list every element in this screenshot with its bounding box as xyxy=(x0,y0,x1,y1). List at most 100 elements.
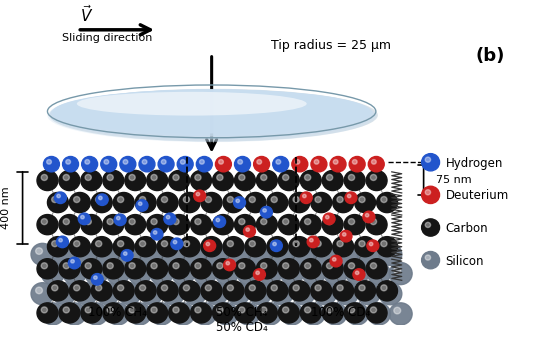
Circle shape xyxy=(91,192,112,213)
Text: Hydrogen: Hydrogen xyxy=(446,157,503,170)
Circle shape xyxy=(139,156,155,172)
Circle shape xyxy=(377,237,398,257)
Circle shape xyxy=(128,303,151,325)
Circle shape xyxy=(305,174,311,180)
Circle shape xyxy=(118,241,124,247)
Circle shape xyxy=(81,215,84,219)
Circle shape xyxy=(125,170,146,191)
Circle shape xyxy=(280,263,304,285)
Circle shape xyxy=(344,215,365,235)
Circle shape xyxy=(166,215,170,219)
Circle shape xyxy=(91,281,112,301)
Circle shape xyxy=(355,281,376,301)
Circle shape xyxy=(153,231,157,234)
Circle shape xyxy=(370,263,377,269)
Circle shape xyxy=(365,214,369,217)
Circle shape xyxy=(161,196,168,202)
Circle shape xyxy=(322,303,343,323)
Circle shape xyxy=(273,242,276,246)
Circle shape xyxy=(103,215,124,235)
Circle shape xyxy=(139,196,146,202)
Circle shape xyxy=(333,192,354,213)
Circle shape xyxy=(169,259,190,279)
Ellipse shape xyxy=(50,89,378,142)
Circle shape xyxy=(161,241,168,247)
Circle shape xyxy=(179,281,200,301)
Circle shape xyxy=(81,303,102,323)
Circle shape xyxy=(180,160,185,164)
Circle shape xyxy=(129,174,135,180)
Circle shape xyxy=(366,303,387,323)
Circle shape xyxy=(91,237,112,257)
Circle shape xyxy=(85,219,91,225)
Circle shape xyxy=(129,219,135,225)
Circle shape xyxy=(198,267,205,273)
Circle shape xyxy=(254,269,266,280)
Circle shape xyxy=(133,267,140,273)
Circle shape xyxy=(205,241,212,247)
Circle shape xyxy=(63,303,86,325)
Circle shape xyxy=(98,196,102,200)
Circle shape xyxy=(101,248,108,255)
Circle shape xyxy=(355,271,359,274)
Circle shape xyxy=(216,218,219,222)
Circle shape xyxy=(215,263,238,285)
Circle shape xyxy=(330,255,342,267)
Circle shape xyxy=(191,170,212,191)
Circle shape xyxy=(271,240,282,251)
Circle shape xyxy=(261,263,267,269)
Circle shape xyxy=(249,285,255,291)
Circle shape xyxy=(422,251,439,269)
Circle shape xyxy=(239,307,245,313)
Circle shape xyxy=(118,243,141,265)
Circle shape xyxy=(31,243,54,265)
Circle shape xyxy=(59,238,62,242)
Circle shape xyxy=(261,219,267,225)
Circle shape xyxy=(155,307,162,314)
Circle shape xyxy=(68,267,74,273)
Circle shape xyxy=(314,160,319,164)
Circle shape xyxy=(323,213,335,225)
Circle shape xyxy=(74,243,97,265)
Circle shape xyxy=(85,263,108,285)
Circle shape xyxy=(151,228,163,240)
Circle shape xyxy=(256,259,277,279)
Circle shape xyxy=(348,263,355,269)
Circle shape xyxy=(300,303,321,323)
Circle shape xyxy=(394,267,401,273)
Circle shape xyxy=(368,156,384,172)
Circle shape xyxy=(123,248,129,255)
Circle shape xyxy=(333,237,354,257)
Circle shape xyxy=(103,170,124,191)
Circle shape xyxy=(217,307,223,313)
Circle shape xyxy=(128,263,151,285)
Circle shape xyxy=(74,241,80,247)
Circle shape xyxy=(346,303,368,325)
Circle shape xyxy=(283,263,289,269)
Circle shape xyxy=(63,156,79,172)
Circle shape xyxy=(139,202,142,206)
Circle shape xyxy=(363,211,375,223)
Circle shape xyxy=(195,219,201,225)
Circle shape xyxy=(249,283,271,305)
Circle shape xyxy=(244,225,255,237)
Circle shape xyxy=(249,243,271,265)
Circle shape xyxy=(123,287,129,294)
Ellipse shape xyxy=(47,89,376,142)
Circle shape xyxy=(81,170,102,191)
Circle shape xyxy=(68,257,80,269)
Circle shape xyxy=(210,248,217,255)
Circle shape xyxy=(37,259,58,279)
Circle shape xyxy=(212,303,233,323)
Circle shape xyxy=(249,196,255,202)
Circle shape xyxy=(129,307,135,313)
Circle shape xyxy=(425,190,431,195)
Circle shape xyxy=(123,160,128,164)
Circle shape xyxy=(59,259,80,279)
Circle shape xyxy=(318,287,325,294)
Circle shape xyxy=(191,303,212,323)
Circle shape xyxy=(124,252,127,255)
Circle shape xyxy=(104,160,109,164)
Circle shape xyxy=(370,219,377,225)
Circle shape xyxy=(345,192,357,203)
